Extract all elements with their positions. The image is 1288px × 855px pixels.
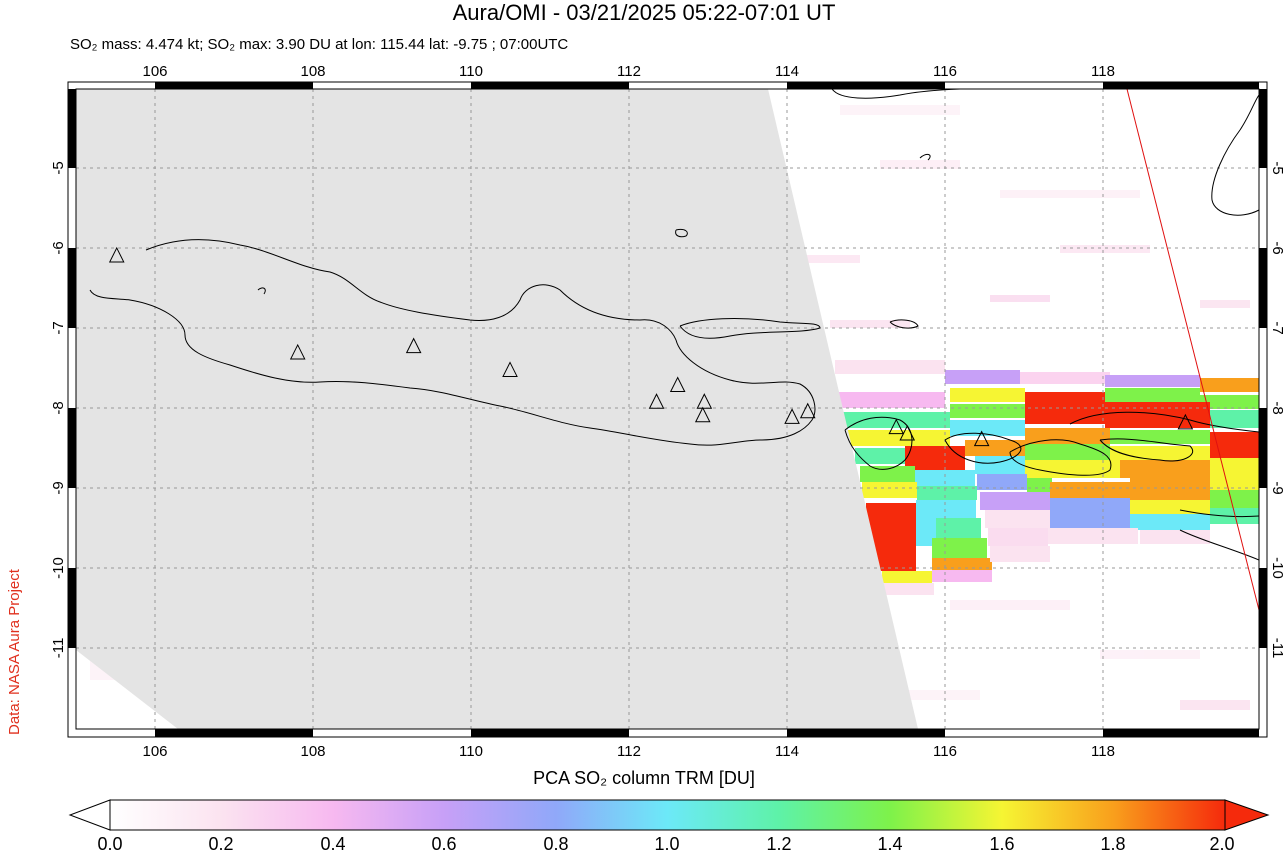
colorbar-label: 0.0 (97, 834, 123, 854)
lat-label: -9 (50, 481, 67, 494)
lon-label: 112 (617, 743, 641, 760)
colorbar-label: 0.8 (543, 834, 569, 854)
lon-label: 106 (142, 743, 167, 760)
lon-label: 106 (142, 63, 167, 80)
lat-label: -9 (1269, 481, 1286, 494)
volcano-icon (696, 393, 713, 409)
lon-labels-top: 106 108 110 112 114 116 118 (142, 63, 1114, 80)
lat-label: -11 (1269, 638, 1286, 659)
volcano-icon (405, 337, 422, 354)
map-frame (67, 81, 1268, 738)
lon-label: 108 (300, 743, 325, 760)
lat-label: -5 (50, 161, 67, 174)
lat-label: -10 (50, 557, 67, 579)
volcano-icon (648, 393, 665, 409)
colorbar-min-arrow (68, 799, 111, 831)
colorbar-label: 1.8 (1100, 834, 1126, 854)
volcano-icon (1177, 413, 1194, 430)
lon-label: 114 (775, 63, 799, 80)
lat-label: -5 (1269, 161, 1286, 174)
volcano-icon (289, 343, 306, 360)
lat-label: -7 (50, 321, 67, 334)
volcano-markers (108, 246, 1194, 447)
volcano-icon (694, 406, 711, 423)
lat-labels-left: -5 -6 -7 -8 -9 -10 -11 (50, 161, 67, 658)
lon-label: 110 (459, 63, 483, 80)
volcano-icon (108, 246, 125, 263)
colorbar-label: 0.2 (208, 834, 234, 854)
lat-label: -8 (1269, 401, 1286, 414)
volcano-icon (669, 376, 686, 393)
lat-label: -8 (50, 401, 67, 414)
lon-label: 112 (617, 63, 641, 80)
colorbar-label: 2.0 (1209, 834, 1235, 854)
volcano-icon (899, 424, 916, 441)
lon-label: 118 (1091, 743, 1115, 760)
colorbar-label: 0.6 (431, 834, 457, 854)
colorbar (68, 799, 1270, 831)
volcano-icon (784, 408, 800, 424)
lon-label: 108 (300, 63, 325, 80)
lat-label: -11 (50, 638, 67, 659)
lon-labels-bottom: 106 108 110 112 114 116 118 (142, 743, 1114, 760)
volcano-icon (799, 402, 816, 419)
lat-label: -7 (1269, 321, 1286, 334)
colorbar-title: PCA SO₂ column TRM [DU] (533, 768, 755, 788)
coastlines (89, 89, 1259, 561)
so2-summary: SO₂ mass: 4.474 kt; SO₂ max: 3.90 DU at … (70, 36, 569, 53)
colorbar-max-arrow (1224, 799, 1270, 831)
no-data-swath (76, 89, 918, 729)
colorbar-label: 1.6 (989, 834, 1015, 854)
lon-label: 110 (459, 743, 483, 760)
orbit-edge-line (1126, 89, 1259, 611)
lat-labels-right: -5 -6 -7 -8 -9 -10 -11 (1269, 161, 1286, 658)
colorbar-label: 1.2 (766, 834, 792, 854)
colorbar-label: 0.4 (320, 834, 346, 854)
map-title: Aura/OMI - 03/21/2025 05:22-07:01 UT (452, 0, 836, 25)
lat-label: -6 (50, 241, 67, 254)
lon-label: 114 (775, 743, 799, 760)
so2-plume-pixels (835, 360, 1259, 595)
volcano-icon (888, 418, 905, 435)
colorbar-ramp (109, 799, 1226, 831)
lon-label: 116 (933, 743, 957, 760)
colorbar-label: 1.0 (654, 834, 680, 854)
lat-label: -6 (1269, 241, 1286, 254)
colorbar-label: 1.4 (877, 834, 903, 854)
volcano-icon (502, 361, 518, 377)
lon-label: 116 (933, 63, 957, 80)
graticule (76, 89, 1259, 729)
lat-label: -10 (1269, 557, 1286, 579)
volcano-icon (973, 430, 990, 447)
lon-label: 118 (1091, 63, 1115, 80)
